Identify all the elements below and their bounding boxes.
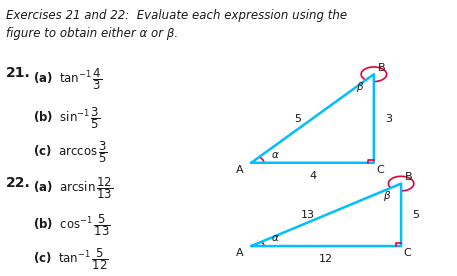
- Text: C: C: [376, 165, 384, 175]
- Text: A: A: [235, 248, 243, 258]
- Text: Exercises 21 and 22:  Evaluate each expression using the
figure to obtain either: Exercises 21 and 22: Evaluate each expre…: [6, 9, 347, 40]
- Text: C: C: [404, 248, 411, 258]
- Text: A: A: [235, 165, 243, 175]
- Text: $\mathbf{(a)}$  $\arcsin\dfrac{12}{13}$: $\mathbf{(a)}$ $\arcsin\dfrac{12}{13}$: [33, 176, 113, 201]
- Text: 12: 12: [319, 254, 333, 264]
- Text: $\mathbf{(b)}$  $\cos^{-1}\dfrac{5}{13}$: $\mathbf{(b)}$ $\cos^{-1}\dfrac{5}{13}$: [33, 212, 111, 238]
- Text: 13: 13: [301, 210, 315, 220]
- Text: $\mathbf{(a)}$  $\tan^{-1}\dfrac{4}{3}$: $\mathbf{(a)}$ $\tan^{-1}\dfrac{4}{3}$: [33, 67, 102, 92]
- Text: $\mathbf{(b)}$  $\sin^{-1}\dfrac{3}{5}$: $\mathbf{(b)}$ $\sin^{-1}\dfrac{3}{5}$: [33, 105, 101, 131]
- Text: 5: 5: [413, 210, 420, 220]
- Text: $\mathbf{(c)}$  $\tan^{-1}\dfrac{5}{12}$: $\mathbf{(c)}$ $\tan^{-1}\dfrac{5}{12}$: [33, 246, 109, 272]
- Text: 22.: 22.: [6, 176, 31, 190]
- Text: B: B: [378, 63, 386, 73]
- Text: 3: 3: [385, 113, 392, 124]
- Text: β: β: [356, 82, 362, 92]
- Text: $\mathbf{(c)}$  $\arccos\dfrac{3}{5}$: $\mathbf{(c)}$ $\arccos\dfrac{3}{5}$: [33, 139, 108, 165]
- Text: B: B: [405, 172, 413, 182]
- Text: α: α: [271, 233, 278, 243]
- Text: 21.: 21.: [6, 67, 31, 81]
- Text: 5: 5: [294, 113, 301, 124]
- Text: α: α: [271, 150, 278, 160]
- Text: 4: 4: [309, 171, 316, 181]
- Text: β: β: [383, 191, 389, 201]
